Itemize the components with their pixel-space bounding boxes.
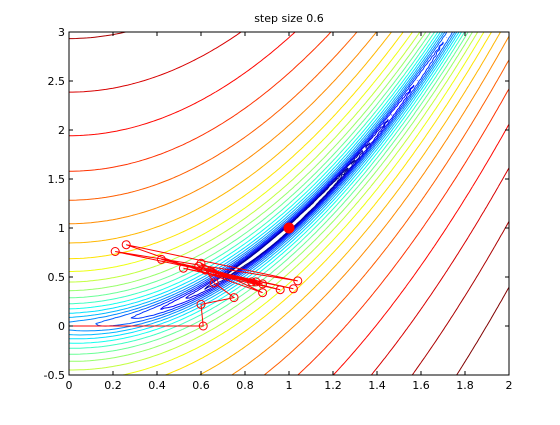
path-point (207, 267, 217, 277)
x-tick-label: 0.8 (236, 379, 254, 392)
y-tick-label: 0.5 (48, 271, 66, 284)
x-tick-label: 0.4 (148, 379, 166, 392)
path-point (121, 240, 131, 250)
contour-level-7 (69, 32, 456, 332)
y-tick-label: 2.5 (48, 75, 66, 88)
y-tick-label: 1.5 (48, 173, 66, 186)
path-point (110, 247, 120, 256)
path-point (288, 284, 298, 294)
path-point (209, 278, 219, 288)
minimum-marker (283, 222, 295, 234)
path-point (196, 299, 206, 309)
y-axis: -0.5 0 0.5 1 1.5 2 2.5 3 (44, 26, 509, 382)
contour-lines (69, 32, 509, 375)
path-point (247, 277, 257, 287)
contour-level-8 (69, 32, 458, 336)
contour-level-21 (69, 32, 509, 375)
y-tick-label: 1 (58, 222, 65, 235)
contour-level-19 (69, 32, 509, 375)
contour-level-9 (69, 32, 460, 340)
contour-level-24 (456, 286, 509, 375)
x-tick-label: 2 (506, 379, 513, 392)
contour-level-13 (69, 32, 473, 362)
x-tick-label: 1.4 (368, 379, 386, 392)
path-point (196, 258, 206, 268)
path-point (293, 276, 303, 286)
contour-level-18 (69, 32, 509, 375)
x-tick-label: 1 (286, 379, 293, 392)
path-point (275, 285, 285, 295)
y-tick-label: 3 (58, 26, 65, 39)
x-tick-label: 1.8 (456, 379, 474, 392)
contour-level-11 (69, 32, 466, 349)
y-tick-label: 0 (58, 320, 65, 333)
path-point (251, 277, 261, 287)
x-tick-label: 0.2 (104, 379, 122, 392)
path-point (200, 265, 210, 275)
x-tick-label: 1.6 (412, 379, 430, 392)
x-tick-label: 1.2 (324, 379, 342, 392)
y-tick-label: 2 (58, 124, 65, 137)
contour-level-22 (69, 32, 509, 375)
path-point (198, 321, 208, 331)
y-tick-label: -0.5 (44, 369, 65, 382)
x-tick-label: 0 (66, 379, 73, 392)
path-point (194, 261, 204, 271)
descent-path (69, 222, 303, 331)
path-point (258, 279, 268, 289)
path-point (156, 254, 166, 264)
path-point (178, 263, 188, 273)
path-point (229, 293, 239, 303)
contour-level-4 (160, 80, 418, 310)
contour-level-20 (69, 32, 509, 375)
x-axis: 0 0.2 0.4 0.6 0.8 1 1.2 1.4 1.6 1.8 2 (66, 32, 513, 392)
chart-title: step size 0.6 (254, 12, 324, 25)
contour-level-6 (95, 32, 453, 327)
contour-level-23 (69, 32, 509, 375)
path-point (258, 288, 268, 298)
x-tick-label: 0.6 (192, 379, 210, 392)
